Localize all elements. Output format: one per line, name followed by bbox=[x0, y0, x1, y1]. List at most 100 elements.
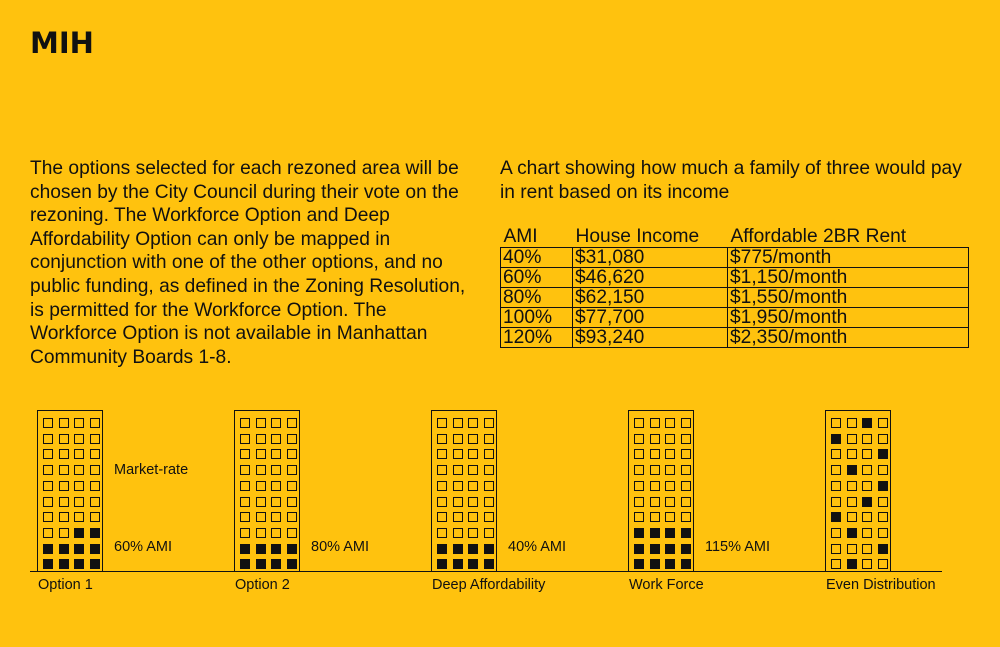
unit-window bbox=[286, 496, 297, 507]
unit-window bbox=[831, 559, 841, 570]
ami-cell: 100% bbox=[500, 307, 573, 328]
unit-window bbox=[89, 512, 100, 523]
unit-window bbox=[634, 465, 644, 476]
unit-window bbox=[483, 449, 494, 460]
affordable-unit-window bbox=[665, 559, 675, 570]
unit-window bbox=[680, 496, 691, 507]
affordable-unit-window bbox=[452, 543, 463, 554]
unit-window bbox=[831, 543, 841, 554]
affordable-unit-window bbox=[58, 543, 69, 554]
table-header-row: AMI House Income Affordable 2BR Rent bbox=[500, 226, 969, 248]
unit-window bbox=[452, 480, 463, 491]
unit-window bbox=[862, 465, 872, 476]
unit-window bbox=[452, 465, 463, 476]
table-row: 80% $62,150 $1,550/month bbox=[500, 287, 969, 308]
unit-window bbox=[89, 465, 100, 476]
unit-window bbox=[877, 433, 888, 444]
unit-window bbox=[255, 480, 266, 491]
unit-window bbox=[665, 433, 675, 444]
affordable-unit-window bbox=[877, 480, 888, 491]
unit-window bbox=[286, 512, 297, 523]
affordable-unit-window bbox=[483, 543, 494, 554]
unit-window bbox=[58, 465, 69, 476]
unit-window bbox=[831, 496, 841, 507]
unit-window bbox=[255, 527, 266, 538]
affordable-unit-window bbox=[831, 512, 841, 523]
unit-window bbox=[846, 512, 857, 523]
building-option-2 bbox=[234, 410, 300, 571]
table-row: 120% $93,240 $2,350/month bbox=[500, 327, 969, 348]
unit-window bbox=[649, 480, 660, 491]
option-2-name: Option 2 bbox=[235, 577, 290, 593]
unit-window bbox=[437, 433, 447, 444]
column-header-house-income: House Income bbox=[572, 226, 728, 248]
unit-window bbox=[255, 449, 266, 460]
rent-cell: $775/month bbox=[727, 247, 969, 268]
affordable-unit-window bbox=[862, 418, 872, 428]
unit-window bbox=[468, 465, 478, 476]
affordable-unit-window bbox=[680, 559, 691, 570]
unit-window bbox=[846, 449, 857, 460]
building-even-distribution bbox=[825, 410, 891, 571]
ground-line bbox=[30, 571, 942, 572]
unit-window bbox=[483, 512, 494, 523]
unit-window bbox=[240, 527, 250, 538]
unit-window bbox=[240, 465, 250, 476]
unit-window bbox=[240, 480, 250, 491]
unit-window bbox=[286, 480, 297, 491]
unit-window bbox=[43, 449, 53, 460]
unit-window bbox=[665, 480, 675, 491]
unit-window bbox=[846, 418, 857, 428]
unit-window bbox=[634, 512, 644, 523]
unit-window bbox=[286, 449, 297, 460]
unit-window bbox=[483, 433, 494, 444]
unit-window bbox=[271, 480, 281, 491]
description-paragraph: The options selected for each rezoned ar… bbox=[30, 158, 466, 368]
unit-window bbox=[89, 418, 100, 428]
page-title: MIH bbox=[30, 26, 94, 60]
unit-window bbox=[452, 433, 463, 444]
rent-cell: $1,950/month bbox=[727, 307, 969, 328]
unit-window bbox=[877, 527, 888, 538]
unit-window bbox=[649, 418, 660, 428]
unit-window bbox=[468, 433, 478, 444]
unit-window bbox=[240, 433, 250, 444]
even-distribution-name: Even Distribution bbox=[826, 577, 936, 593]
unit-window bbox=[74, 449, 84, 460]
affordable-unit-window bbox=[680, 527, 691, 538]
column-header-rent: Affordable 2BR Rent bbox=[727, 226, 969, 248]
affordable-unit-window bbox=[877, 449, 888, 460]
unit-window bbox=[74, 418, 84, 428]
unit-window bbox=[665, 512, 675, 523]
affordable-unit-window bbox=[483, 559, 494, 570]
affordable-unit-window bbox=[255, 543, 266, 554]
building-work-force bbox=[628, 410, 694, 571]
unit-window bbox=[649, 496, 660, 507]
unit-window bbox=[43, 496, 53, 507]
affordable-unit-window bbox=[665, 527, 675, 538]
unit-window bbox=[74, 512, 84, 523]
unit-window bbox=[680, 433, 691, 444]
unit-window bbox=[831, 465, 841, 476]
unit-window bbox=[452, 449, 463, 460]
affordable-unit-window bbox=[437, 559, 447, 570]
unit-window bbox=[437, 418, 447, 428]
unit-window bbox=[255, 418, 266, 428]
column-header-ami: AMI bbox=[500, 226, 573, 248]
income-cell: $46,620 bbox=[572, 267, 728, 288]
affordable-unit-window bbox=[649, 543, 660, 554]
unit-window bbox=[437, 527, 447, 538]
unit-window bbox=[240, 449, 250, 460]
affordable-unit-window bbox=[665, 543, 675, 554]
unit-window bbox=[862, 433, 872, 444]
ami-cell: 60% bbox=[500, 267, 573, 288]
unit-window bbox=[831, 527, 841, 538]
unit-window bbox=[483, 418, 494, 428]
unit-window bbox=[483, 496, 494, 507]
ami-cell: 120% bbox=[500, 327, 573, 348]
unit-window bbox=[831, 418, 841, 428]
unit-window bbox=[877, 496, 888, 507]
unit-window bbox=[452, 512, 463, 523]
unit-window bbox=[846, 496, 857, 507]
affordable-unit-window bbox=[74, 559, 84, 570]
